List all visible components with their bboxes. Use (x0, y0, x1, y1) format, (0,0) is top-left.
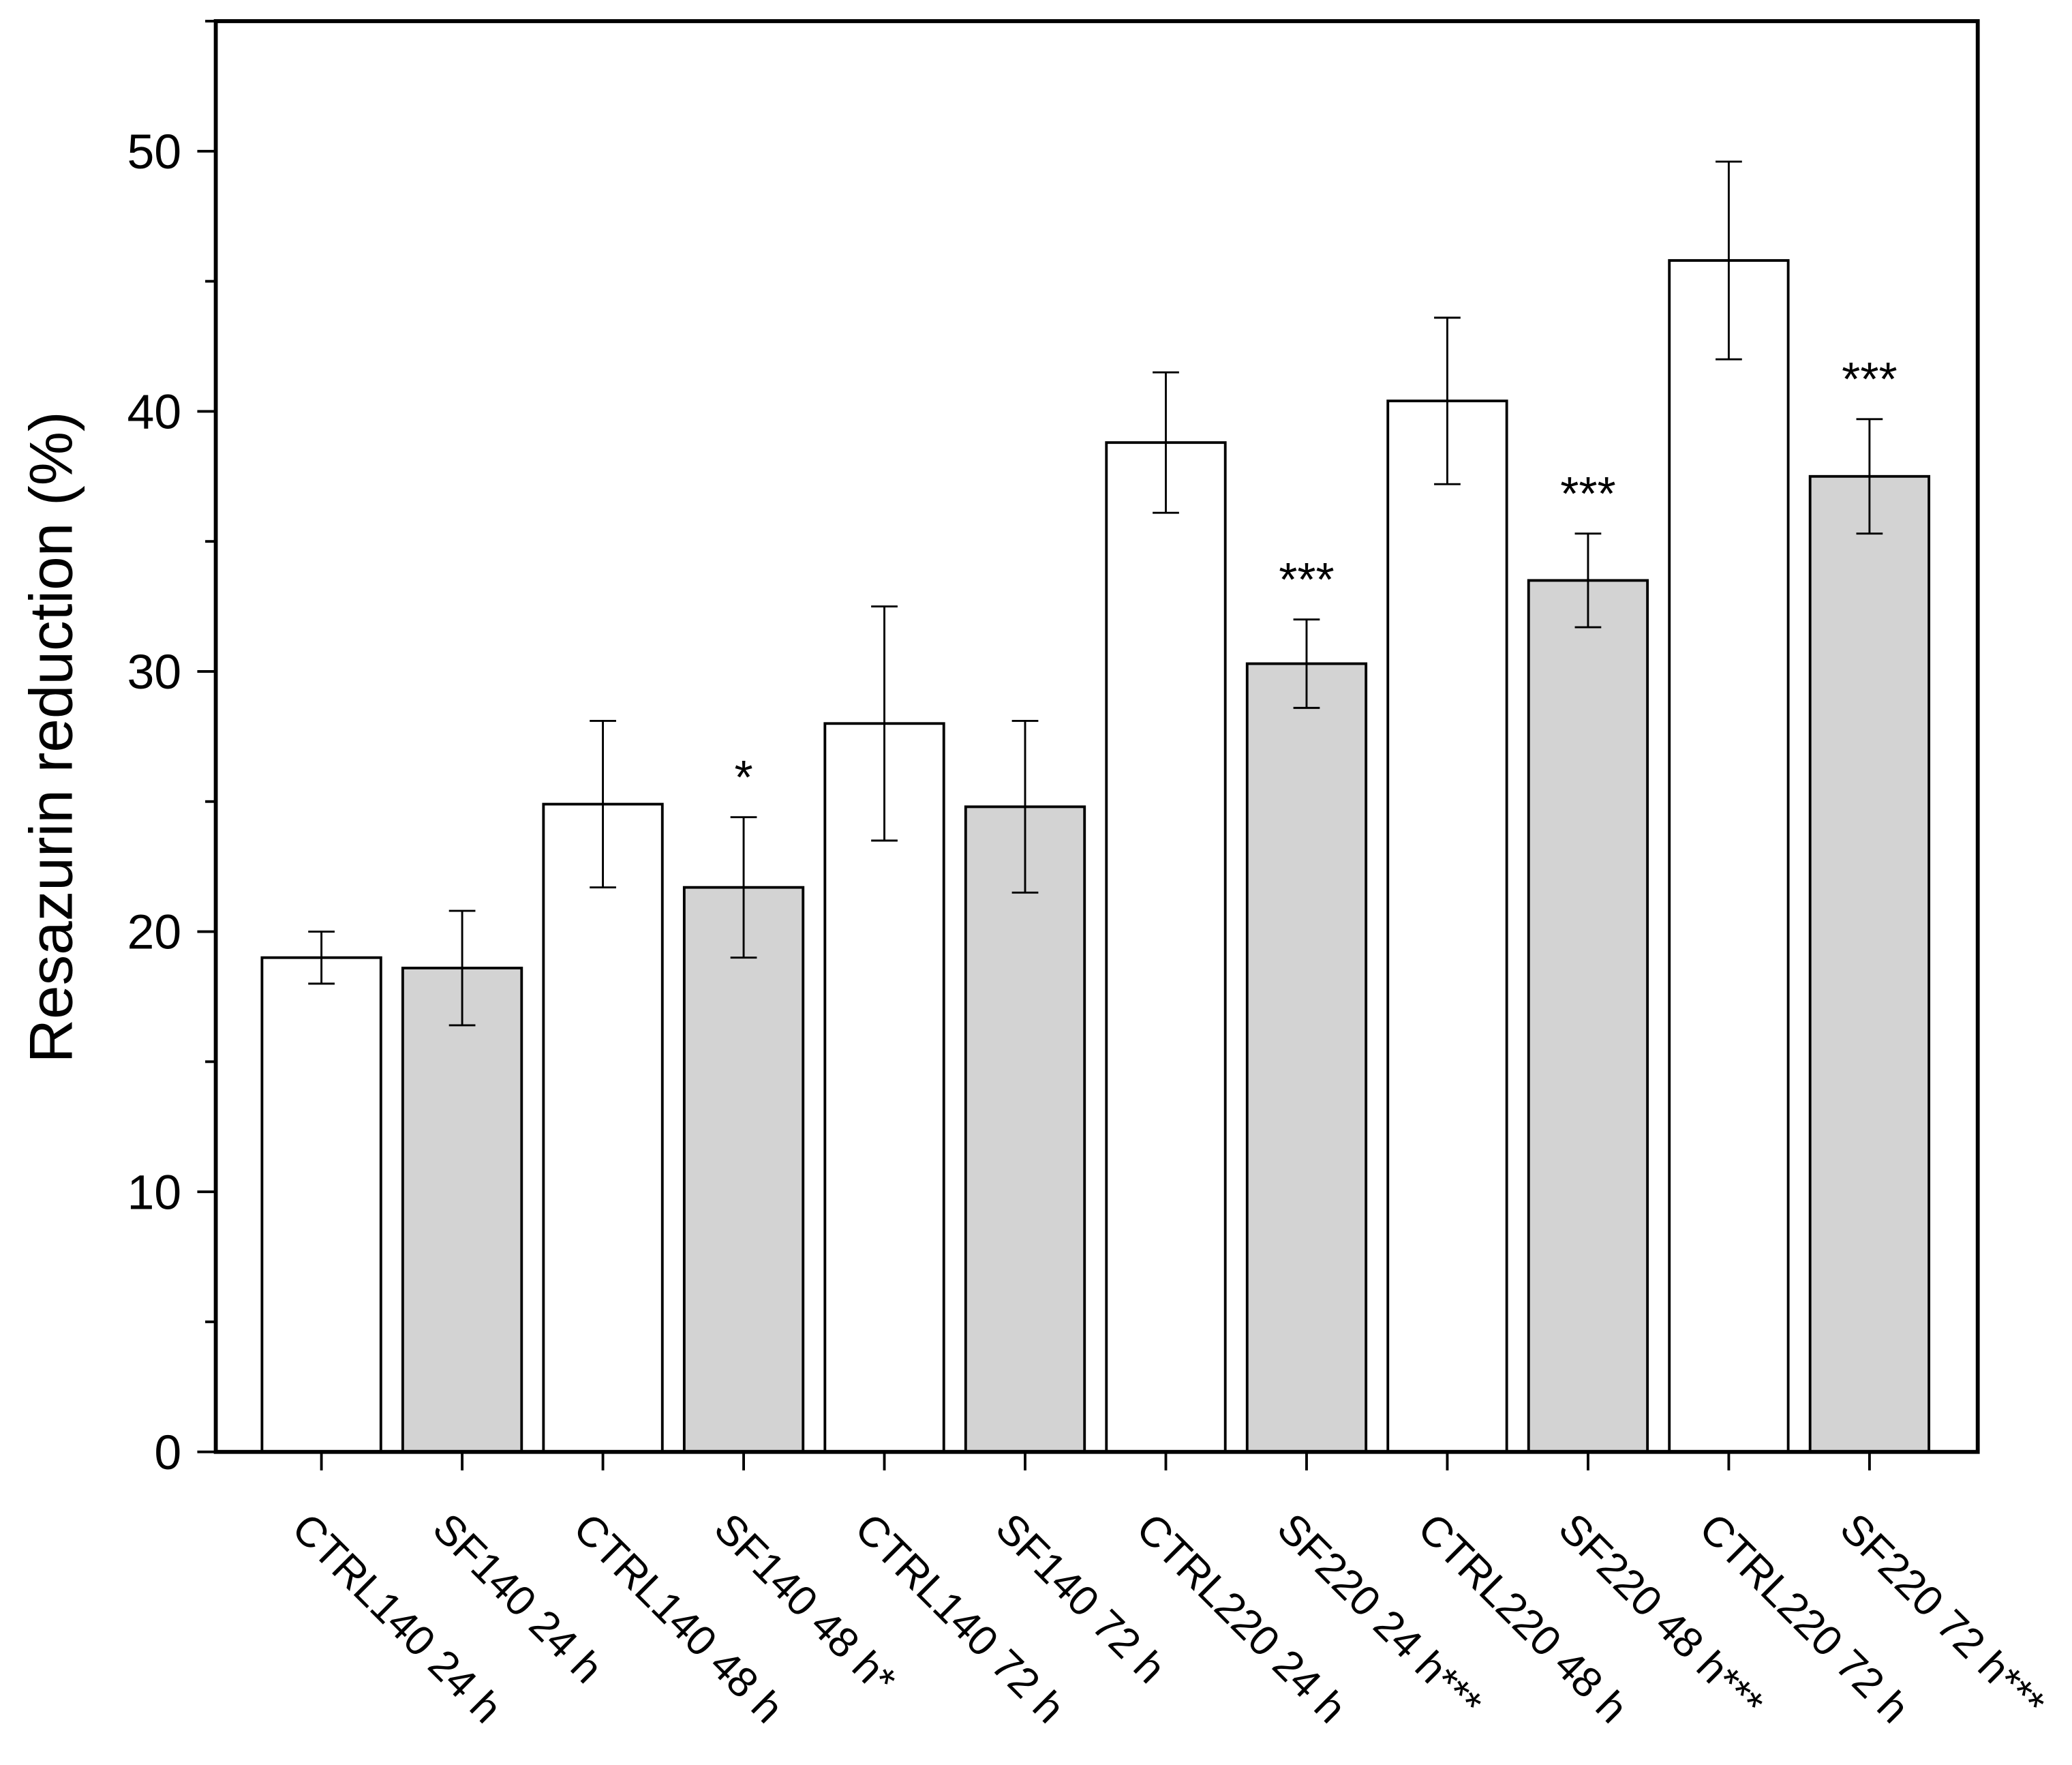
y-tick-label: 0 (154, 1425, 181, 1480)
bar (260, 956, 382, 1453)
y-tick-label: 30 (127, 645, 181, 699)
bar (1105, 441, 1227, 1453)
significance-label: *** (1560, 467, 1615, 520)
bar (401, 967, 523, 1453)
bar (542, 802, 664, 1453)
significance-label: * (734, 751, 752, 804)
bar (1386, 399, 1508, 1453)
significance-label: *** (1279, 553, 1334, 606)
plot-frame (213, 19, 1980, 1454)
bar (823, 722, 945, 1453)
bar (964, 805, 1086, 1453)
y-tick-label: 50 (127, 125, 181, 179)
bar (1668, 259, 1790, 1453)
bar (1808, 474, 1931, 1453)
bar (1527, 579, 1649, 1453)
y-tick-label: 10 (127, 1165, 181, 1220)
bar (682, 886, 805, 1453)
y-tick-label: 40 (127, 385, 181, 440)
significance-label: *** (1842, 352, 1897, 406)
bar (1245, 662, 1368, 1453)
y-axis-title: Resazurin reduction (%) (16, 411, 85, 1063)
y-tick-label: 20 (127, 905, 181, 960)
